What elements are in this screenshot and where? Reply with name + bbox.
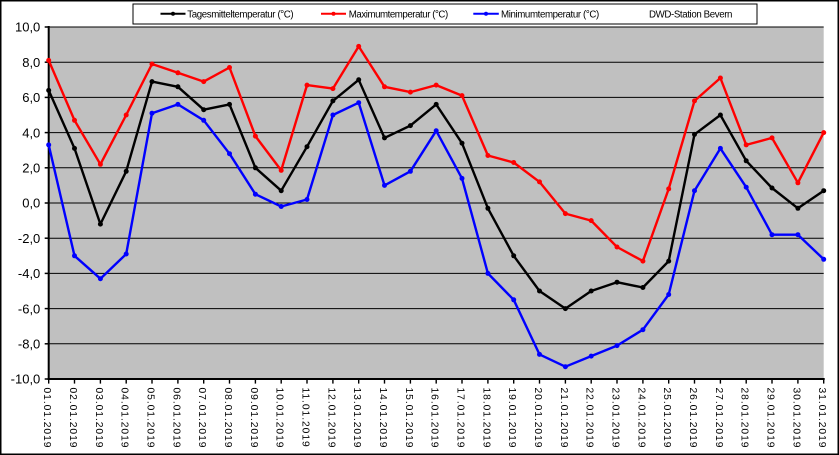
svg-text:21.01.2019: 21.01.2019 bbox=[558, 388, 569, 449]
svg-text:6,0: 6,0 bbox=[22, 90, 40, 105]
svg-text:-8,0: -8,0 bbox=[18, 337, 40, 352]
svg-text:0,0: 0,0 bbox=[22, 196, 40, 211]
svg-text:11.01.2019: 11.01.2019 bbox=[299, 388, 310, 448]
svg-text:4,0: 4,0 bbox=[22, 125, 40, 140]
svg-text:01.01.2019: 01.01.2019 bbox=[41, 388, 52, 449]
svg-text:14.01.2019: 14.01.2019 bbox=[377, 388, 388, 449]
svg-text:02.01.2019: 02.01.2019 bbox=[67, 388, 78, 449]
svg-text:31.01.2019: 31.01.2019 bbox=[816, 388, 827, 449]
svg-text:Tagesmitteltemperatur (°C): Tagesmitteltemperatur (°C) bbox=[187, 9, 293, 20]
svg-text:8,0: 8,0 bbox=[22, 55, 40, 70]
svg-text:Maximumtemperatur (°C): Maximumtemperatur (°C) bbox=[349, 9, 448, 20]
svg-text:09.01.2019: 09.01.2019 bbox=[248, 388, 259, 449]
svg-text:18.01.2019: 18.01.2019 bbox=[480, 388, 491, 449]
svg-text:15.01.2019: 15.01.2019 bbox=[403, 388, 414, 449]
svg-text:07.01.2019: 07.01.2019 bbox=[196, 388, 207, 449]
svg-text:2,0: 2,0 bbox=[22, 161, 40, 176]
svg-text:25.01.2019: 25.01.2019 bbox=[661, 388, 672, 449]
svg-text:08.01.2019: 08.01.2019 bbox=[222, 388, 233, 449]
svg-text:26.01.2019: 26.01.2019 bbox=[687, 388, 698, 449]
svg-text:05.01.2019: 05.01.2019 bbox=[144, 388, 155, 449]
svg-text:04.01.2019: 04.01.2019 bbox=[119, 388, 130, 449]
svg-text:23.01.2019: 23.01.2019 bbox=[609, 388, 620, 449]
svg-text:-6,0: -6,0 bbox=[18, 301, 40, 316]
svg-text:06.01.2019: 06.01.2019 bbox=[170, 388, 181, 449]
svg-text:30.01.2019: 30.01.2019 bbox=[790, 388, 801, 449]
svg-text:10.01.2019: 10.01.2019 bbox=[274, 388, 285, 449]
svg-text:20.01.2019: 20.01.2019 bbox=[532, 388, 543, 449]
svg-text:19.01.2019: 19.01.2019 bbox=[506, 388, 517, 449]
svg-text:-4,0: -4,0 bbox=[18, 266, 40, 281]
svg-text:16.01.2019: 16.01.2019 bbox=[429, 388, 440, 449]
svg-text:24.01.2019: 24.01.2019 bbox=[635, 388, 646, 449]
svg-text:-10,0: -10,0 bbox=[11, 372, 41, 387]
svg-text:10,0: 10,0 bbox=[15, 20, 40, 35]
svg-text:28.01.2019: 28.01.2019 bbox=[739, 388, 750, 449]
svg-text:03.01.2019: 03.01.2019 bbox=[93, 388, 104, 449]
svg-text:DWD-Station Bevern: DWD-Station Bevern bbox=[649, 9, 732, 20]
svg-text:27.01.2019: 27.01.2019 bbox=[713, 388, 724, 449]
svg-text:12.01.2019: 12.01.2019 bbox=[325, 388, 336, 449]
svg-text:-2,0: -2,0 bbox=[18, 231, 40, 246]
svg-text:22.01.2019: 22.01.2019 bbox=[584, 388, 595, 449]
svg-text:Minimumtemperatur (°C): Minimumtemperatur (°C) bbox=[501, 9, 599, 20]
svg-text:13.01.2019: 13.01.2019 bbox=[351, 388, 362, 449]
svg-text:29.01.2019: 29.01.2019 bbox=[764, 388, 775, 449]
svg-text:17.01.2019: 17.01.2019 bbox=[454, 388, 465, 449]
